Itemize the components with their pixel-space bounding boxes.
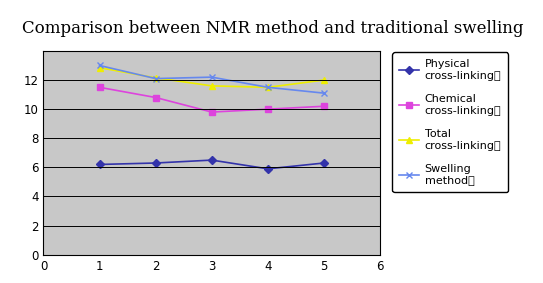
Line: Total
cross-linking。: Total cross-linking。 — [96, 64, 327, 91]
Swelling
method。 — [153, 77, 159, 80]
Total
cross-linking。 — [321, 78, 327, 82]
Total
cross-linking。 — [153, 76, 159, 80]
Swelling
method。 — [321, 91, 327, 95]
Line: Physical
cross-linking。: Physical cross-linking。 — [97, 157, 327, 171]
Chemical
cross-linking。 — [96, 86, 103, 89]
Text: Comparison between NMR method and traditional swelling: Comparison between NMR method and tradit… — [22, 20, 523, 37]
Total
cross-linking。 — [209, 84, 215, 87]
Line: Swelling
method。: Swelling method。 — [96, 62, 327, 97]
Line: Chemical
cross-linking。: Chemical cross-linking。 — [97, 85, 327, 115]
Physical
cross-linking。 — [264, 167, 271, 171]
Physical
cross-linking。 — [96, 163, 103, 166]
Chemical
cross-linking。 — [264, 108, 271, 111]
Chemical
cross-linking。 — [153, 96, 159, 99]
Chemical
cross-linking。 — [321, 104, 327, 108]
Total
cross-linking。 — [96, 66, 103, 69]
Swelling
method。 — [209, 76, 215, 79]
Swelling
method。 — [96, 64, 103, 67]
Physical
cross-linking。 — [321, 161, 327, 165]
Swelling
method。 — [264, 86, 271, 89]
Physical
cross-linking。 — [153, 161, 159, 165]
Physical
cross-linking。 — [209, 158, 215, 162]
Legend: Physical
cross-linking。, Chemical
cross-linking。, Total
cross-linking。, Swelling: Physical cross-linking。, Chemical cross-… — [393, 52, 508, 192]
Chemical
cross-linking。 — [209, 110, 215, 114]
Total
cross-linking。 — [264, 86, 271, 89]
